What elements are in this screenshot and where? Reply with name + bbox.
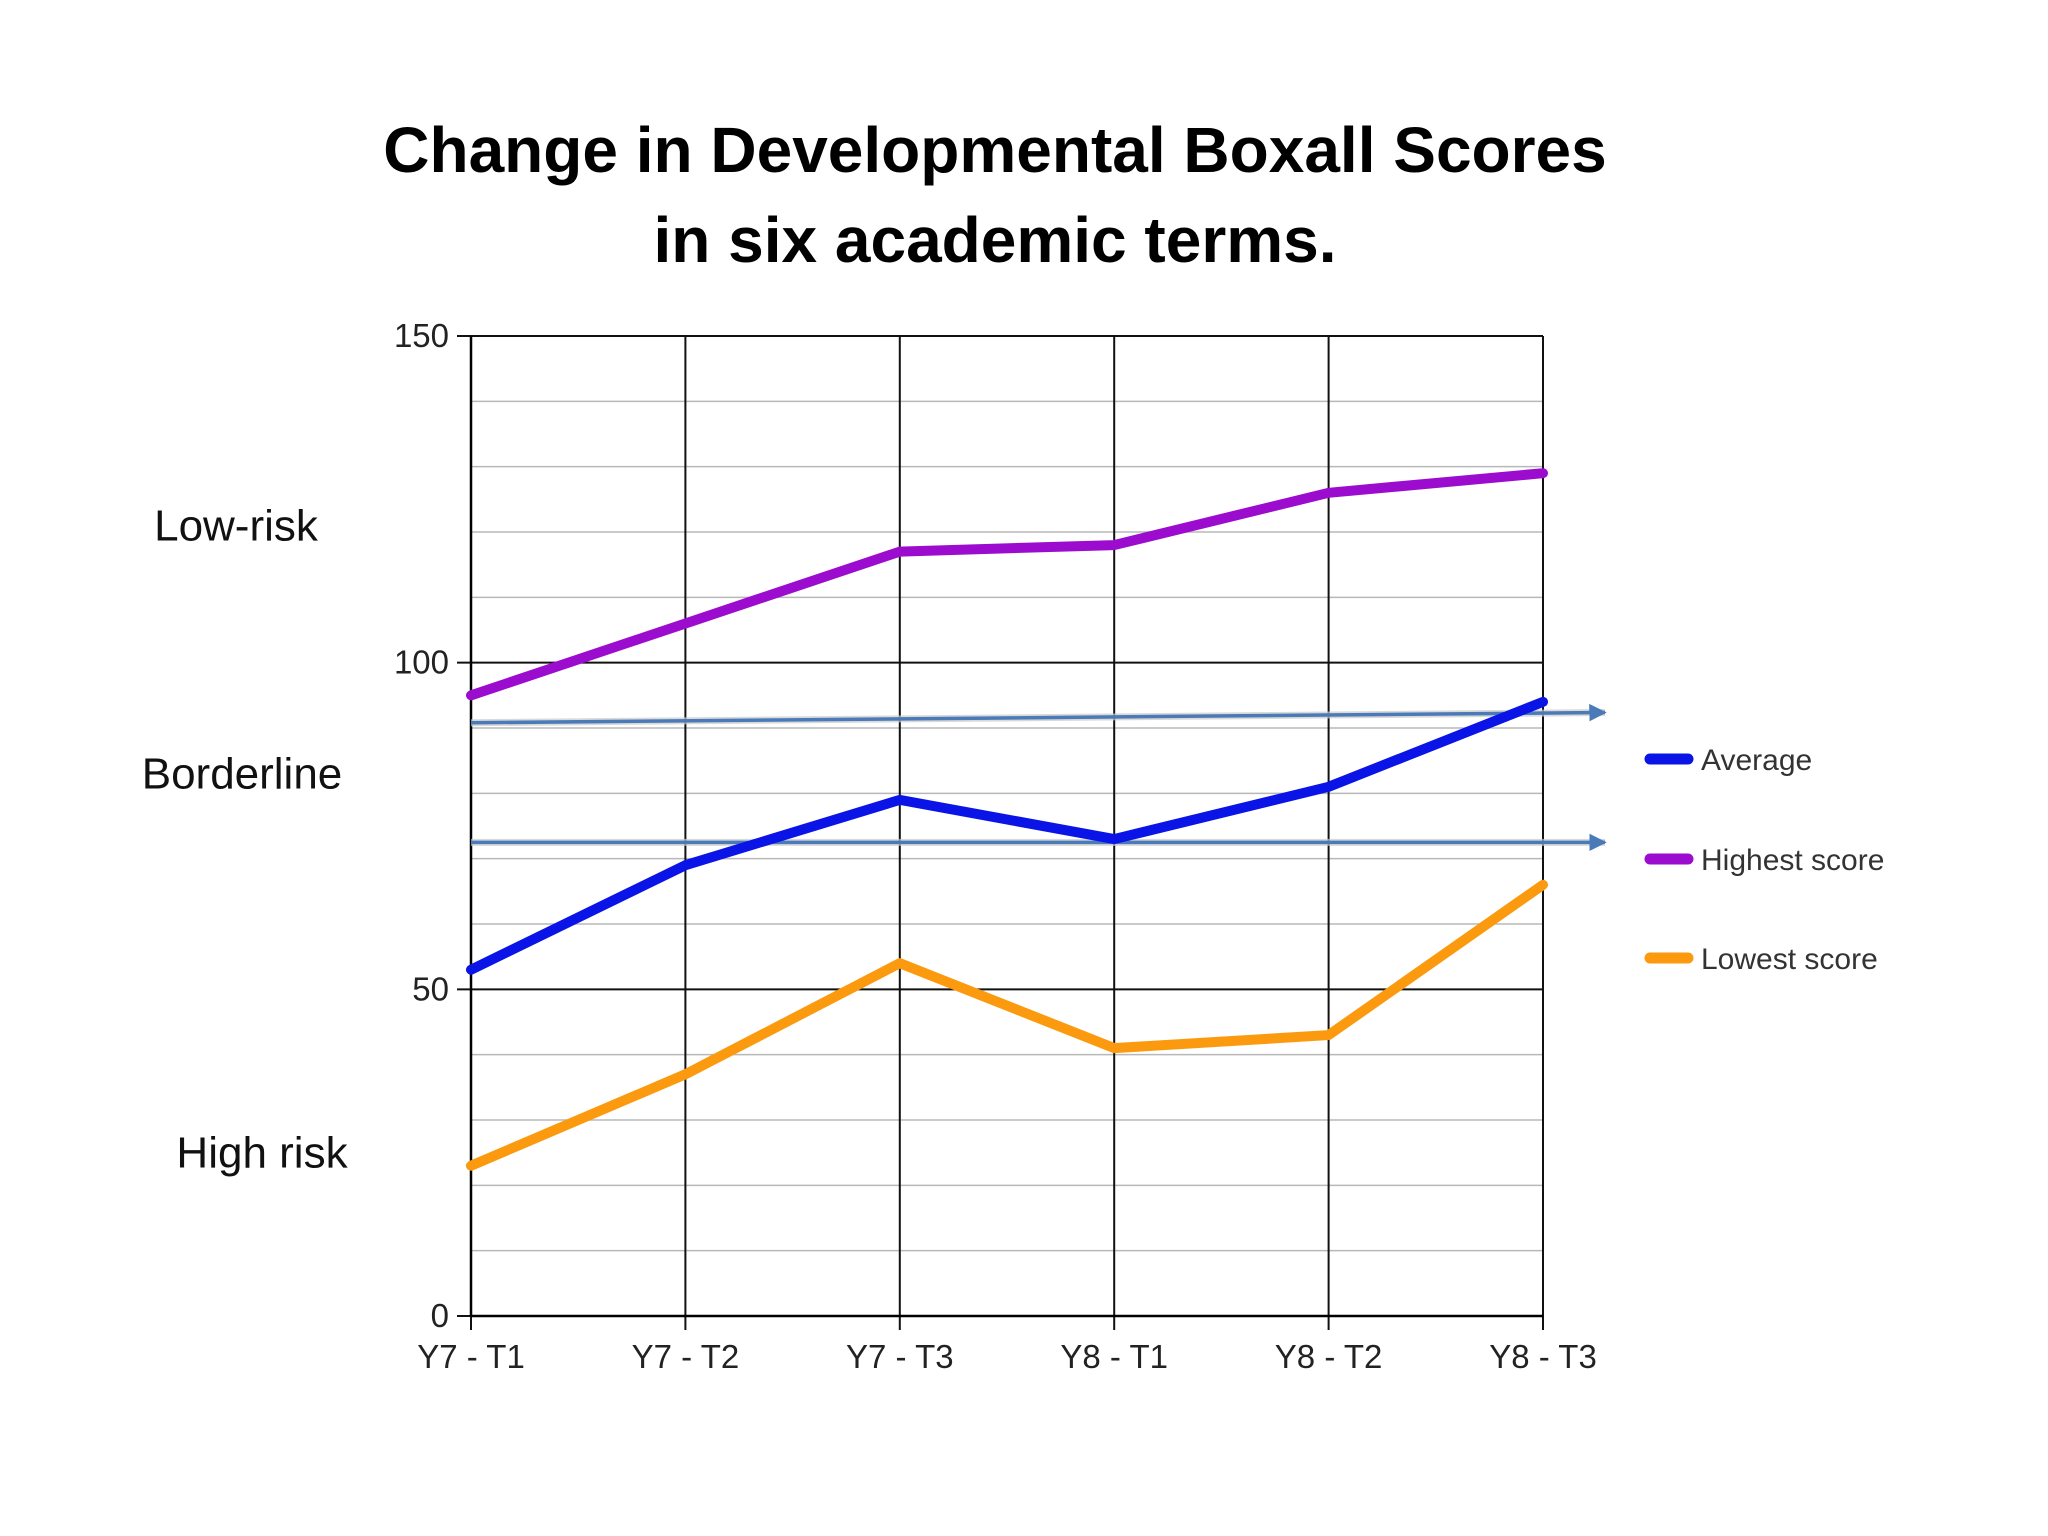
tick-labels: 0 50 100 150 Y7 - T1 Y7 - T2 Y7 - T3 Y8 - T1 Y8 …	[394, 317, 1597, 1375]
threshold-arrow-1	[470, 703, 1607, 725]
y-tick-label: 0	[431, 1297, 449, 1334]
legend-label-highest-score: Highest score	[1701, 844, 1884, 877]
chart-title-line-1: Change in Developmental Boxall Scores	[383, 114, 1607, 186]
threshold-arrows	[470, 703, 1607, 852]
legend-label-lowest-score: Lowest score	[1701, 943, 1878, 976]
risk-label-borderline: Borderline	[142, 750, 343, 799]
y-tick-label: 100	[394, 644, 449, 681]
risk-label-low-risk: Low-risk	[154, 501, 319, 550]
x-tick-label: Y8 - T2	[1275, 1338, 1383, 1375]
series-line-lowest-score	[466, 879, 1548, 1171]
x-tick-label: Y8 - T3	[1489, 1338, 1597, 1375]
risk-label-high-risk: High risk	[176, 1129, 348, 1178]
axes	[469, 336, 1543, 1318]
chart-title: Change in Developmental Boxall Scores in…	[0, 105, 1990, 285]
x-tick-label: Y8 - T1	[1060, 1338, 1168, 1375]
legend-label-average: Average	[1701, 744, 1812, 777]
chart-title-line-2: in six academic terms.	[653, 204, 1337, 276]
x-tick-label: Y7 - T2	[632, 1338, 740, 1375]
series-lines	[466, 468, 1548, 1171]
series-line-highest-score	[466, 468, 1548, 701]
y-tick-label: 150	[394, 317, 449, 354]
x-tick-label: Y7 - T1	[417, 1338, 525, 1375]
x-tick-label: Y7 - T3	[846, 1338, 954, 1375]
series-line-average	[466, 696, 1548, 975]
legend: Average Highest score Lowest score	[1644, 744, 1884, 976]
risk-labels: Low-risk Borderline High risk	[142, 501, 349, 1177]
y-tick-label: 50	[412, 970, 449, 1007]
